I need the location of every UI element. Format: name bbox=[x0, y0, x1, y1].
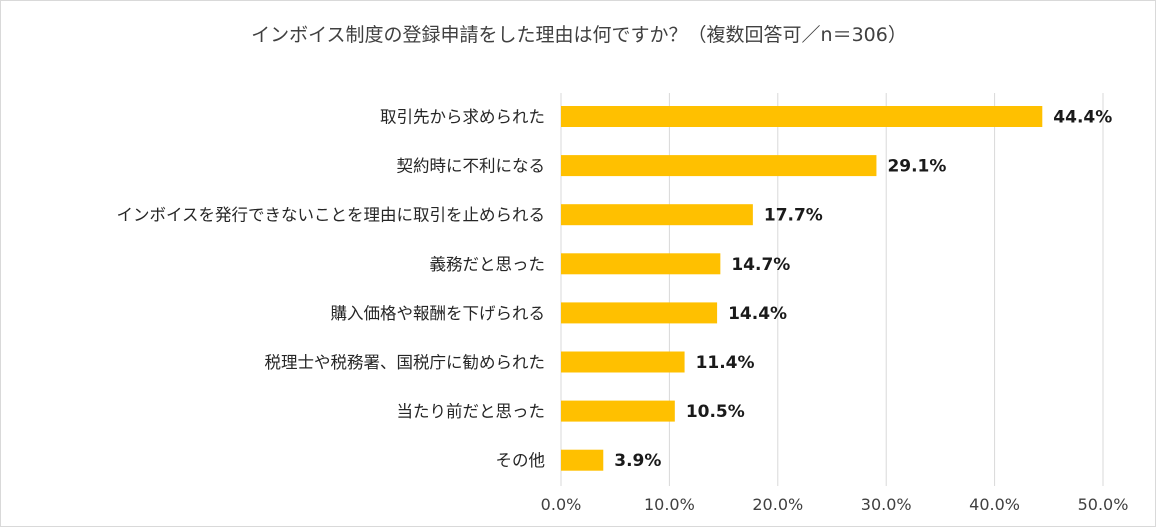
data-label: 17.7% bbox=[764, 206, 823, 226]
bar bbox=[561, 106, 1043, 127]
data-label: 11.4% bbox=[696, 353, 755, 373]
category-label: 契約時に不利になる bbox=[397, 157, 546, 176]
category-label: 取引先から求められた bbox=[380, 108, 545, 127]
x-axis-ticks: 0.0% 10.0% 20.0% 30.0% 40.0% 50.0% bbox=[541, 495, 1129, 514]
data-label: 14.4% bbox=[728, 304, 787, 324]
x-tick-label: 20.0% bbox=[752, 495, 803, 514]
data-label: 44.4% bbox=[1053, 108, 1112, 128]
data-label: 14.7% bbox=[731, 255, 790, 275]
bars bbox=[561, 106, 1043, 471]
bar bbox=[561, 204, 753, 226]
x-tick-label: 30.0% bbox=[861, 495, 912, 514]
x-tick-label: 10.0% bbox=[644, 495, 695, 514]
bar bbox=[561, 351, 685, 373]
x-tick-label: 40.0% bbox=[969, 495, 1020, 514]
category-labels: 取引先から求められた契約時に不利になるインボイスを発行できないことを理由に取引を… bbox=[116, 108, 545, 471]
category-label: インボイスを発行できないことを理由に取引を止められる bbox=[116, 206, 545, 225]
data-label: 10.5% bbox=[686, 402, 745, 422]
gridlines bbox=[560, 93, 1104, 486]
bar bbox=[561, 155, 877, 177]
data-label: 29.1% bbox=[887, 157, 946, 177]
category-label: 義務だと思った bbox=[430, 255, 546, 274]
category-label: 当たり前だと思った bbox=[397, 402, 546, 421]
bar bbox=[561, 400, 675, 422]
category-label: 税理士や税務署、国税庁に勧められた bbox=[265, 353, 546, 372]
x-tick-label: 0.0% bbox=[541, 495, 582, 514]
bar bbox=[561, 302, 718, 324]
category-label: 購入価格や報酬を下げられる bbox=[331, 304, 546, 323]
data-label: 3.9% bbox=[614, 451, 661, 471]
bar bbox=[561, 253, 721, 275]
bar bbox=[561, 449, 604, 471]
value-labels: 44.4% 29.1% 17.7% 14.7% 14.4% 11.4% 10.5% 3.9% bbox=[614, 108, 1112, 472]
category-label: その他 bbox=[496, 451, 546, 470]
x-tick-label: 50.0% bbox=[1078, 495, 1129, 514]
chart-title: インボイス制度の登録申請をした理由は何ですか？（複数回答可／n＝306） bbox=[251, 24, 907, 46]
